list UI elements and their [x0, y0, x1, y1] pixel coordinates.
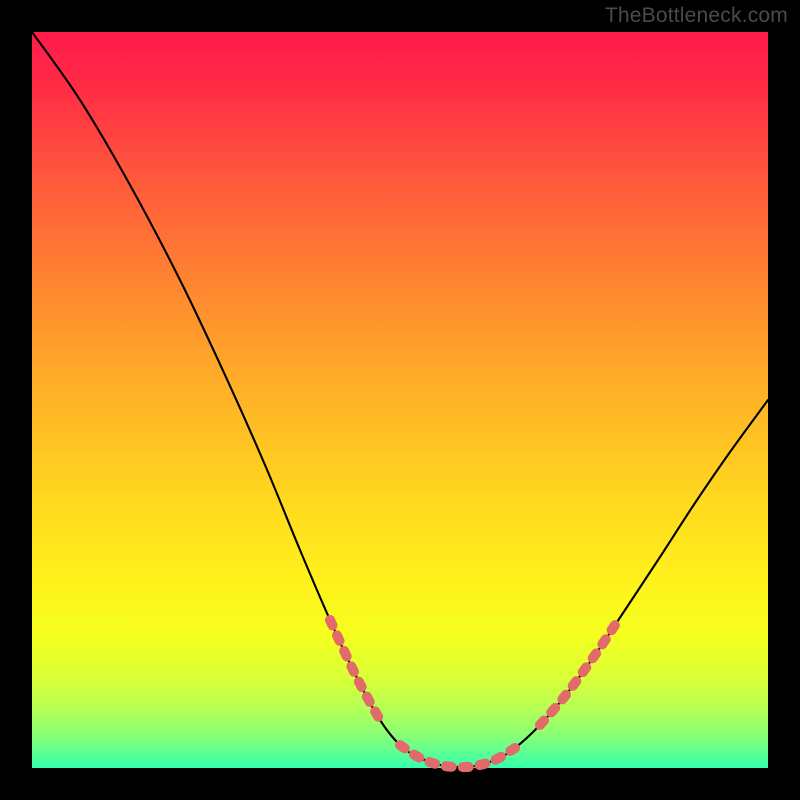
- bottleneck-chart: [0, 0, 800, 800]
- chart-stage: TheBottleneck.com: [0, 0, 800, 800]
- chart-gradient-bg: [32, 32, 768, 768]
- watermark-text: TheBottleneck.com: [605, 4, 788, 28]
